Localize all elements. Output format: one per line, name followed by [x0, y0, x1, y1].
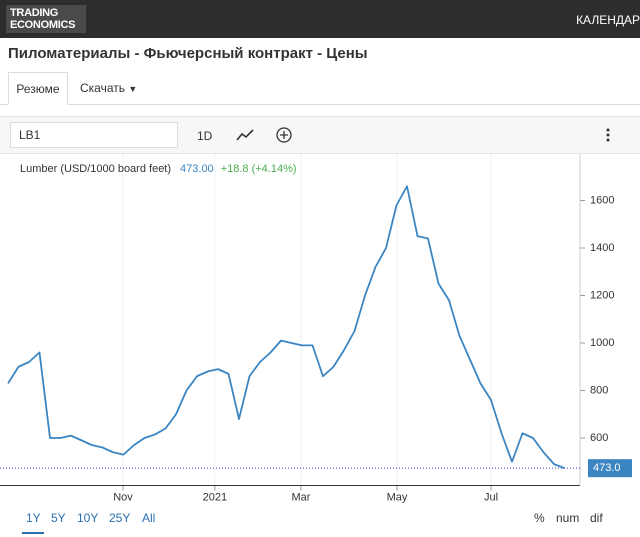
tab[interactable]: Резюме	[8, 72, 68, 105]
mode-button[interactable]: dif	[590, 511, 603, 525]
change: +18.8 (+4.14%)	[221, 163, 297, 175]
icon-line	[236, 129, 254, 141]
price: 473.00	[180, 163, 214, 175]
range-button[interactable]: 25Y	[109, 511, 131, 525]
interval-button[interactable]: 1D	[197, 129, 213, 143]
legend-name: Lumber (USD/1000 board feet)	[20, 163, 171, 175]
x-tick-label: Nov	[113, 491, 133, 503]
dot	[606, 133, 610, 137]
range-button[interactable]: 5Y	[51, 511, 66, 525]
tab[interactable]: Скачать ▼	[80, 81, 137, 95]
logo-line: ECONOMICS	[10, 19, 76, 31]
y-tick-label: 1600	[590, 194, 614, 206]
y-tick-label: 1200	[590, 289, 614, 301]
range-button[interactable]: 10Y	[77, 511, 99, 525]
symbol-input[interactable]: LB1	[10, 122, 178, 148]
x-tick-label: May	[387, 491, 408, 503]
logo[interactable]: TRADING ECONOMICS	[6, 5, 86, 33]
mode-button[interactable]: num	[556, 511, 580, 525]
caret: ▼	[128, 84, 138, 94]
tab-label: Скачать	[80, 81, 125, 95]
y-tick-label: 1400	[590, 242, 614, 254]
x-tick-label: 2021	[203, 491, 227, 503]
dot	[606, 128, 610, 132]
x-tick-label: Mar	[291, 491, 310, 503]
mode-button[interactable]: %	[534, 511, 545, 525]
page-title: Пиломатериалы - Фьючерсный контракт - Це…	[8, 45, 368, 62]
last-value-box	[588, 459, 632, 478]
y-tick-label: 800	[590, 384, 608, 396]
range-button[interactable]: 1Y	[26, 511, 41, 525]
y-tick-label: 600	[590, 432, 608, 444]
x-tick-label: Jul	[484, 491, 498, 503]
nav-link[interactable]: КАЛЕНДАР	[576, 13, 640, 27]
top-bar	[0, 0, 640, 38]
last-value-label: 473.0	[593, 462, 621, 474]
tab-line	[0, 104, 640, 105]
logo-line: TRADING	[10, 7, 59, 19]
y-tick-label: 1000	[590, 337, 614, 349]
menu-icon[interactable]	[603, 126, 613, 146]
range-button[interactable]: All	[142, 511, 156, 525]
price-line	[7, 185, 565, 470]
chart-type-icon[interactable]	[235, 126, 255, 144]
icon-plus	[280, 131, 288, 139]
add-icon[interactable]	[275, 126, 293, 144]
dot	[606, 138, 610, 142]
icon-circle	[276, 127, 292, 143]
